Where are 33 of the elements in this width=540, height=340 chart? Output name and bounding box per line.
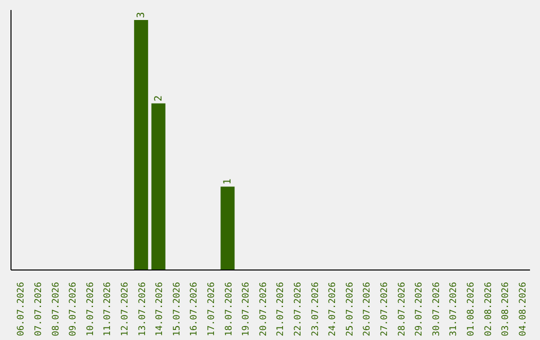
x-tick-label: 01.08.2026 [466,282,476,336]
x-tick-label: 10.07.2026 [86,282,96,336]
x-tick-label: 15.07.2026 [172,282,182,336]
x-tick-label: 29.07.2026 [414,282,425,336]
x-tick-label: 24.07.2026 [328,282,338,336]
data-label: 2 [153,95,164,102]
x-tick-label: 11.07.2026 [103,282,114,336]
x-tick-label: 02.08.2026 [484,282,494,336]
x-tick-label: 03.08.2026 [501,282,512,336]
x-tick-label: 08.07.2026 [51,282,62,336]
x-tick-label: 07.07.2026 [34,282,44,336]
x-tick-label: 31.07.2026 [449,282,460,336]
x-tick-label: 22.07.2026 [293,282,304,336]
x-tick-label: 25.07.2026 [345,282,356,336]
x-tick-label: 23.07.2026 [310,282,321,336]
x-tick-label: 17.07.2026 [206,282,217,336]
x-tick-label: 26.07.2026 [362,282,373,336]
data-label: 3 [136,12,148,18]
x-tick-label: 09.07.2026 [68,282,79,336]
x-tick-label: 20.07.2026 [258,282,269,336]
x-tick-label: 21.07.2026 [276,282,286,336]
x-tick-label: 04.08.2026 [518,282,528,336]
x-tick-label: 28.07.2026 [397,282,408,336]
x-tick-label: 16.07.2026 [190,282,200,336]
data-label: 1 [222,178,234,185]
x-tick-label: 14.07.2026 [155,282,166,336]
x-tick-label: 19.07.2026 [242,282,252,336]
x-tick-label: 06.07.2026 [16,282,27,336]
x-tick-label: 18.07.2026 [224,282,234,336]
x-tick-label: 13.07.2026 [138,282,148,336]
x-tick-label: 27.07.2026 [380,282,390,336]
x-tick-label: 12.07.2026 [120,282,130,336]
x-tick-label: 30.07.2026 [432,282,442,336]
